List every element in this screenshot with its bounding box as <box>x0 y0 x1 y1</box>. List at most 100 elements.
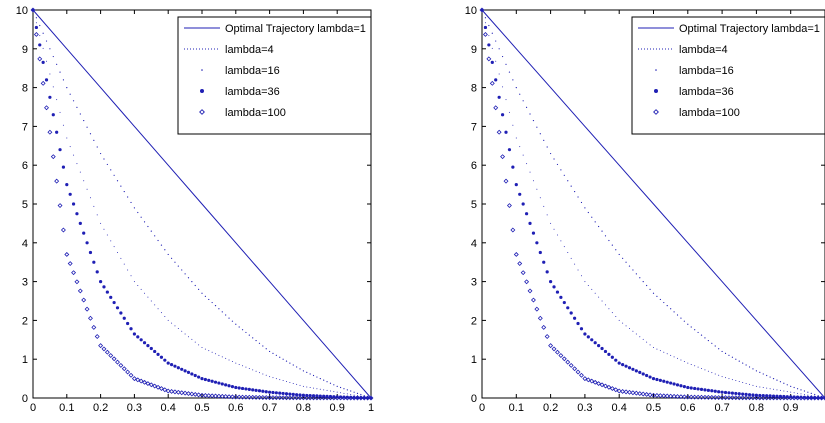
series-point <box>140 216 142 218</box>
series-point <box>569 311 573 315</box>
series-point <box>154 235 156 237</box>
series-point <box>675 383 680 387</box>
y-tick-label: 3 <box>471 277 477 289</box>
series-point <box>240 394 246 400</box>
legend: Optimal Trajectory lambda=1 lambda=4 lambd… <box>631 16 825 135</box>
series-point <box>86 126 88 128</box>
series-point <box>541 324 547 330</box>
x-tick-label: 0.9 <box>330 402 345 414</box>
series-point <box>84 306 90 312</box>
series-point <box>246 394 252 400</box>
series-point <box>33 31 39 37</box>
series-point <box>645 373 649 378</box>
series-point <box>58 148 62 152</box>
series-point <box>790 385 792 387</box>
series-point <box>164 249 166 251</box>
series-point <box>751 393 755 397</box>
series-point <box>487 43 491 47</box>
series-point <box>126 321 130 326</box>
series-point <box>752 384 754 386</box>
series-point <box>528 221 532 225</box>
series-point <box>285 360 288 362</box>
series-point <box>762 373 764 375</box>
series-point <box>663 301 665 304</box>
series-point <box>243 394 249 400</box>
x-tick-label: 0.7 <box>714 402 729 414</box>
x-tick-label: 0.9 <box>783 402 798 414</box>
series-point <box>615 249 617 251</box>
series-point <box>711 372 713 374</box>
series-point <box>712 395 718 400</box>
series-point <box>69 146 71 148</box>
series-point <box>341 395 347 401</box>
series-point <box>289 362 291 364</box>
series-point <box>624 364 628 368</box>
series-point <box>658 378 662 382</box>
series-point <box>584 207 586 209</box>
series-point <box>137 211 139 214</box>
legend-swatch <box>653 109 659 115</box>
series-point <box>332 395 336 399</box>
series-point <box>685 394 691 400</box>
series-point <box>648 375 652 379</box>
series-point <box>733 395 739 401</box>
series-point <box>127 196 129 198</box>
series-point <box>501 55 504 58</box>
series-point <box>127 269 129 271</box>
series-point <box>745 364 747 366</box>
series-point <box>716 395 722 401</box>
series-point <box>100 222 102 224</box>
series-point <box>85 241 89 245</box>
series-point <box>705 394 711 400</box>
series-point <box>514 183 518 187</box>
series-point <box>100 152 102 155</box>
series-point <box>553 228 555 230</box>
series-point <box>191 281 193 283</box>
series-point <box>39 24 41 27</box>
series-point <box>552 285 556 289</box>
series-point <box>217 381 221 385</box>
y-tick-label: 9 <box>471 44 477 56</box>
series-point <box>810 392 812 394</box>
series-point <box>179 390 185 396</box>
series-point <box>529 113 531 115</box>
series-point <box>319 378 321 380</box>
series-point <box>96 146 98 148</box>
series-point <box>122 316 126 320</box>
series-point <box>530 297 536 303</box>
series-point <box>215 353 217 355</box>
series-point <box>162 387 168 393</box>
series-point <box>257 389 262 393</box>
series-point <box>89 197 91 199</box>
series-point <box>194 341 196 343</box>
series-point <box>505 63 507 65</box>
series-point <box>560 169 562 171</box>
series-point <box>723 390 728 395</box>
series-point <box>489 80 495 86</box>
x-tick-label: 0.4 <box>612 402 627 414</box>
series-point <box>171 322 173 324</box>
series-point <box>704 337 706 339</box>
series-point <box>604 304 606 306</box>
series-point <box>618 319 620 321</box>
series-point <box>651 392 656 398</box>
series-point <box>159 355 164 359</box>
y-tick-label: 2 <box>471 315 477 327</box>
series-point <box>615 316 617 318</box>
series-point <box>340 392 342 394</box>
series-point <box>747 393 752 397</box>
chart-panel-1: 0 0.1 0.2 0.3 0.4 0.5 0.6 0.7 0.8 0.9 101234567891… <box>16 5 374 414</box>
series-point <box>735 380 737 382</box>
series-point <box>687 362 689 364</box>
series-point <box>229 394 235 400</box>
series-point <box>744 392 748 396</box>
series-point <box>682 385 686 389</box>
series-point <box>740 395 746 401</box>
series-point <box>721 376 723 378</box>
series-point <box>654 392 660 398</box>
series-point <box>779 381 782 383</box>
series-point <box>326 389 328 391</box>
y-tick-label: 8 <box>22 83 28 95</box>
series-point <box>91 324 97 330</box>
series-point <box>676 314 679 316</box>
